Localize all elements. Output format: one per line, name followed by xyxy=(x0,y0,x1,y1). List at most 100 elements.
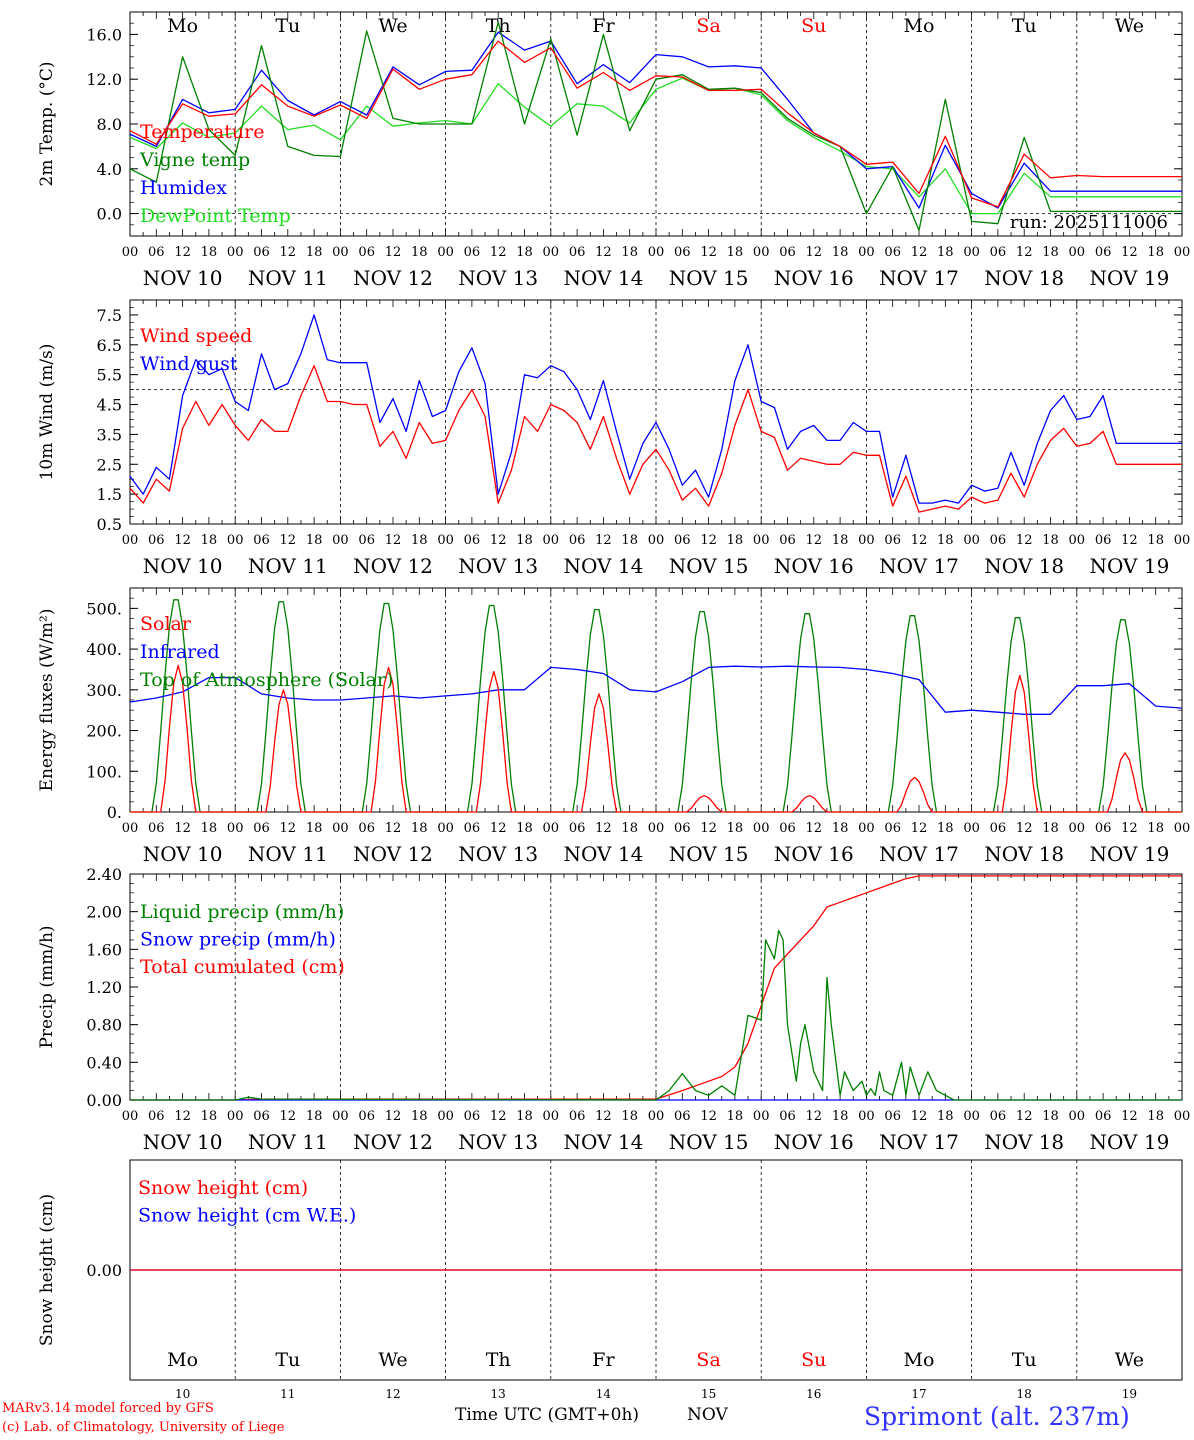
hour-tick-label: 18 xyxy=(832,533,849,548)
date-label: NOV 13 xyxy=(458,266,538,290)
hour-tick-label: 00 xyxy=(648,245,665,260)
hour-tick-label: 12 xyxy=(911,821,928,836)
hour-tick-label: 06 xyxy=(464,821,481,836)
y-tick-label: 4.5 xyxy=(97,396,122,415)
day-number-label: 17 xyxy=(911,1387,926,1401)
hour-tick-label: 00 xyxy=(227,1109,244,1124)
weekday-label: Su xyxy=(801,1349,826,1371)
hour-tick-label: 00 xyxy=(437,821,454,836)
y-tick-label: 6.5 xyxy=(97,336,122,355)
hour-tick-label: 18 xyxy=(1042,1109,1059,1124)
hour-tick-label: 12 xyxy=(700,821,717,836)
hour-tick-label: 06 xyxy=(148,245,165,260)
hour-tick-label: 12 xyxy=(385,1109,402,1124)
hour-tick-label: 00 xyxy=(332,245,349,260)
hour-tick-label: 00 xyxy=(858,533,875,548)
hour-tick-label: 00 xyxy=(858,1109,875,1124)
hour-tick-label: 18 xyxy=(621,821,638,836)
y-axis-label: Snow height (cm) xyxy=(37,1194,57,1346)
series-line-vigne-temp xyxy=(129,21,1182,232)
hour-tick-label: 12 xyxy=(1016,1109,1033,1124)
date-label: NOV 17 xyxy=(879,266,959,290)
run-label: run: 2025111006 xyxy=(1010,212,1168,233)
y-tick-label: 8.0 xyxy=(97,115,122,134)
hour-tick-label: 12 xyxy=(700,533,717,548)
legend-label: Vigne temp xyxy=(139,149,250,171)
hour-tick-label: 18 xyxy=(621,1109,638,1124)
hour-tick-label: 12 xyxy=(385,821,402,836)
weekday-label: Th xyxy=(486,15,511,37)
hour-tick-label: 12 xyxy=(385,533,402,548)
day-number-label: 10 xyxy=(175,1387,190,1401)
y-tick-label: 4.0 xyxy=(97,160,122,179)
hour-tick-label: 06 xyxy=(464,533,481,548)
hour-tick-label: 06 xyxy=(884,245,901,260)
hour-tick-label: 00 xyxy=(1069,245,1086,260)
panel-energy: 0. 100. 200. 300. 400. 500. Energy fluxes (W/m… xyxy=(37,587,1191,866)
hour-tick-label: 00 xyxy=(1174,821,1191,836)
hour-tick-label: 18 xyxy=(832,1109,849,1124)
date-label: NOV 11 xyxy=(248,1130,328,1154)
hour-tick-label: 00 xyxy=(753,533,770,548)
hour-tick-label: 00 xyxy=(858,245,875,260)
hour-tick-label: 18 xyxy=(621,533,638,548)
legend-label: Total cumulated (cm) xyxy=(140,956,345,978)
hour-tick-label: 00 xyxy=(1174,245,1191,260)
hour-tick-label: 18 xyxy=(727,245,744,260)
panel-precip: 0.00 0.40 0.80 1.20 1.60 2.00 2.40 Precip (mm/h… xyxy=(37,865,1190,1154)
weekday-label: Mo xyxy=(904,1349,935,1371)
hour-tick-label: 06 xyxy=(1095,821,1112,836)
weekday-label: Fr xyxy=(592,1349,615,1371)
hour-tick-label: 18 xyxy=(201,245,218,260)
hour-tick-label: 06 xyxy=(358,533,375,548)
hour-tick-label: 06 xyxy=(253,1109,270,1124)
hour-tick-label: 00 xyxy=(227,821,244,836)
date-label: NOV 14 xyxy=(564,554,644,578)
y-tick-label: 100. xyxy=(86,762,122,781)
hour-tick-label: 06 xyxy=(674,1109,691,1124)
y-tick-label: 0.5 xyxy=(97,515,122,534)
weekday-label: Mo xyxy=(167,15,198,37)
legend-label: Solar xyxy=(140,613,192,635)
hour-tick-label: 12 xyxy=(1016,245,1033,260)
hour-tick-label: 18 xyxy=(306,533,323,548)
date-label: NOV 15 xyxy=(669,842,749,866)
hour-tick-label: 18 xyxy=(411,1109,428,1124)
legend-label: Liquid precip (mm/h) xyxy=(140,901,344,923)
hour-tick-label: 00 xyxy=(227,245,244,260)
date-label: NOV 12 xyxy=(353,842,433,866)
y-tick-label: 200. xyxy=(86,722,122,741)
hour-tick-label: 06 xyxy=(990,533,1007,548)
hour-tick-label: 12 xyxy=(595,821,612,836)
hour-tick-label: 18 xyxy=(727,821,744,836)
hour-tick-label: 18 xyxy=(937,245,954,260)
hour-tick-label: 18 xyxy=(1042,821,1059,836)
y-tick-label: 12.0 xyxy=(86,70,122,89)
y-tick-label: 0.0 xyxy=(97,205,122,224)
hour-tick-label: 18 xyxy=(201,821,218,836)
hour-tick-label: 06 xyxy=(569,533,586,548)
date-label: NOV 14 xyxy=(564,266,644,290)
hour-tick-label: 06 xyxy=(358,1109,375,1124)
hour-tick-label: 12 xyxy=(174,821,191,836)
weekday-label: We xyxy=(378,1349,407,1371)
hour-tick-label: 18 xyxy=(621,245,638,260)
date-label: NOV 17 xyxy=(879,1130,959,1154)
day-number-label: 11 xyxy=(280,1387,295,1401)
hour-tick-label: 00 xyxy=(437,533,454,548)
hour-tick-label: 12 xyxy=(174,533,191,548)
hour-tick-label: 00 xyxy=(332,1109,349,1124)
hour-tick-label: 12 xyxy=(1121,821,1138,836)
hour-tick-label: 12 xyxy=(700,1109,717,1124)
hour-tick-label: 12 xyxy=(1121,533,1138,548)
date-label: NOV 12 xyxy=(353,266,433,290)
series-line-infrared xyxy=(129,665,1183,715)
hour-tick-label: 18 xyxy=(937,1109,954,1124)
hour-tick-label: 00 xyxy=(332,821,349,836)
day-number-label: 12 xyxy=(385,1387,400,1401)
hour-tick-label: 00 xyxy=(543,245,560,260)
date-label: NOV 12 xyxy=(353,1130,433,1154)
date-label: NOV 12 xyxy=(353,554,433,578)
hour-tick-label: 06 xyxy=(884,821,901,836)
